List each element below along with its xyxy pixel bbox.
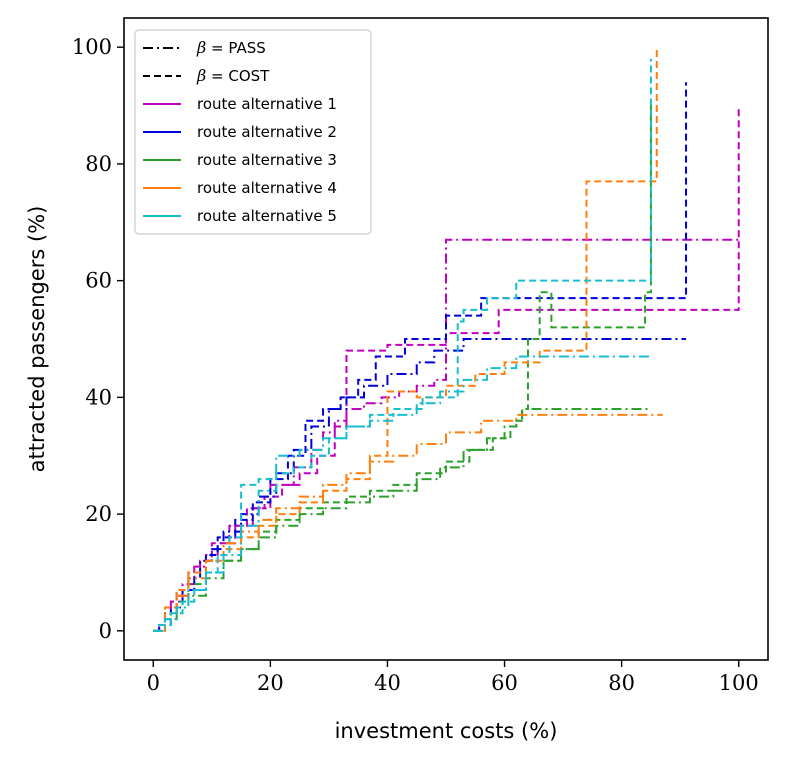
legend-label-pass: β = PASS	[196, 38, 266, 57]
series-3-pass-line	[153, 408, 651, 632]
plot-frame	[123, 17, 769, 661]
series-4-cost-line	[153, 47, 658, 632]
series-5-cost-line	[153, 58, 652, 632]
y-tick-label: 60	[85, 269, 112, 293]
legend: β = PASS β = COST route alternative 1 route…	[134, 29, 372, 235]
legend-label-route-2: route alternative 2	[197, 123, 337, 141]
legend-label-route-3: route alternative 3	[197, 151, 337, 169]
y-tick-label: 80	[85, 152, 112, 176]
x-axis-label: investment costs (%)	[335, 719, 558, 743]
series-layer	[153, 47, 740, 632]
y-tick-label: 0	[99, 619, 112, 643]
y-axis-label: attracted passengers (%)	[25, 206, 49, 473]
legend-label-route-4: route alternative 4	[197, 179, 337, 197]
x-tick-label: 80	[608, 671, 635, 695]
x-tick-label: 0	[147, 671, 160, 695]
legend-label-route-5: route alternative 5	[197, 207, 337, 225]
x-tick-label: 20	[257, 671, 284, 695]
series-4-pass-line	[153, 413, 663, 632]
x-tick-label: 60	[491, 671, 518, 695]
legend-label-cost: β = COST	[196, 66, 270, 85]
y-tick-label: 20	[85, 502, 112, 526]
y-tick-label: 100	[72, 35, 112, 59]
x-tick-label: 100	[719, 671, 759, 695]
series-5-pass-line	[153, 355, 651, 632]
ticks-layer: 0 20 40 60 80 100 0 20 40 60 80 100	[72, 35, 759, 695]
series-2-cost-line	[153, 82, 688, 632]
legend-frame	[134, 29, 372, 235]
y-tick-label: 40	[85, 385, 112, 409]
x-tick-label: 40	[374, 671, 401, 695]
legend-label-route-1: route alternative 1	[197, 95, 337, 113]
